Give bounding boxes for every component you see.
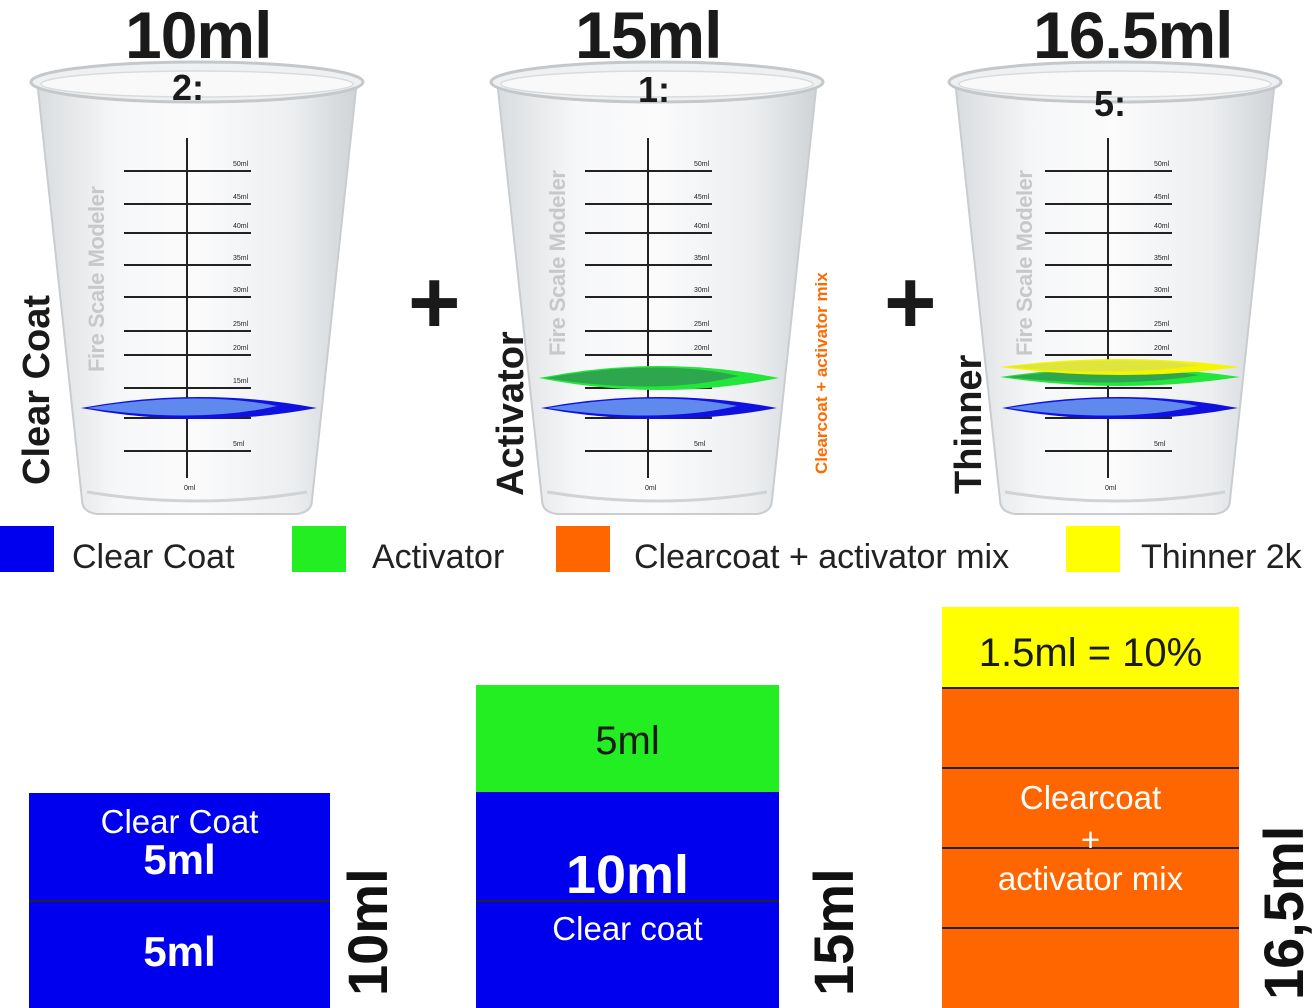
scale-mark-label: 50ml (1154, 161, 1170, 168)
stack-2-top-value: 5ml (595, 719, 660, 763)
scale-mark-label: 30ml (233, 287, 249, 294)
scale-mark-label: 40ml (1154, 223, 1170, 230)
legend-swatch-activator (292, 526, 346, 572)
watermark-text: Fire Scale Modeler (84, 186, 109, 372)
stack-3-mix-line-3: activator mix (997, 860, 1184, 897)
stack-3-mix-line-2: + (1080, 821, 1101, 858)
legend-label-clearcoat-activator-mix: Clearcoat + activator mix (634, 538, 1010, 576)
scale-mark-label: 35ml (233, 255, 249, 262)
cup-1-label: Clear Coat (16, 294, 58, 485)
scale-mark-label: 5ml (233, 441, 245, 448)
stack-divider (29, 900, 330, 902)
cup-3-volume: 16.5ml (1033, 0, 1233, 72)
stack-3-thinner: 1.5ml = 10% (942, 607, 1239, 687)
legend-swatch-thinner (1066, 526, 1120, 572)
clear-coat-layer-highlight (1008, 398, 1198, 416)
stack-2-total: 15ml (802, 868, 865, 996)
scale-mark-label: 5ml (694, 441, 706, 448)
scale-mark-label: 0ml (645, 485, 657, 492)
scale-mark-label: 45ml (1154, 194, 1170, 201)
stack-divider (942, 767, 1239, 769)
stack-1-total: 10ml (336, 868, 399, 996)
cup-2-ratio: 1: (638, 69, 671, 110)
scale-mark-label: 0ml (184, 485, 196, 492)
scale-mark-label: 30ml (1154, 287, 1170, 294)
clearcoat-activator-mix-label: Clearcoat + activator mix (812, 272, 831, 474)
legend-swatch-clear-coat (0, 526, 54, 572)
scale-mark-label: 45ml (694, 194, 710, 201)
scale-mark-label: 5ml (1154, 441, 1166, 448)
liquid-layers (81, 359, 1240, 419)
scale-mark-label: 35ml (1154, 255, 1170, 262)
clear-coat-layer-highlight (87, 398, 277, 416)
legend-label-thinner: Thinner 2k (1141, 538, 1302, 576)
stack-3-total: 16,5ml (1252, 825, 1314, 1000)
stack-3-top-value: 1.5ml = 10% (978, 631, 1203, 675)
scale-mark-label: 15ml (233, 378, 249, 385)
cup-2-volume: 15ml (575, 0, 722, 72)
stack-1-top-label: Clear Coat (100, 803, 259, 840)
scale-mark-label: 50ml (694, 161, 710, 168)
cup-2 (489, 60, 825, 516)
cup-2-label: Activator (490, 331, 532, 496)
legend-swatch-clearcoat-activator-mix (556, 526, 610, 572)
plus-sign: + (884, 253, 937, 353)
scale-mark-label: 20ml (694, 345, 710, 352)
stack-divider (942, 847, 1239, 849)
scale-mark-label: 45ml (233, 194, 249, 201)
watermark-text: Fire Scale Modeler (1012, 170, 1037, 356)
scale-mark-label: 25ml (694, 321, 710, 328)
stack-divider (942, 687, 1239, 689)
plus-sign: + (408, 253, 461, 353)
cup-3 (947, 60, 1283, 516)
stack-1-clear-coat: Clear Coat 5ml 5ml (29, 793, 330, 1008)
scale-mark-label: 0ml (1105, 485, 1117, 492)
legend-label-activator: Activator (372, 538, 505, 576)
scale-mark-label: 40ml (694, 223, 710, 230)
scale-mark-label: 35ml (694, 255, 710, 262)
stack-divider (476, 900, 779, 902)
scale-mark-label: 30ml (694, 287, 710, 294)
cup-1-ratio: 2: (172, 67, 205, 108)
legend-label-clear-coat: Clear Coat (72, 538, 235, 576)
cup-1 (29, 60, 365, 516)
scale-mark-label: 20ml (233, 345, 249, 352)
scale-mark-label: 25ml (233, 321, 249, 328)
watermark-text: Fire Scale Modeler (545, 170, 570, 356)
scale-mark-label: 40ml (233, 223, 249, 230)
activator-layer-highlight (545, 367, 739, 387)
cup-1-volume: 10ml (125, 0, 272, 72)
cup-3-label: Thinner (948, 354, 990, 494)
stack-2-clear-coat: 10ml Clear coat (476, 792, 779, 1008)
stack-2-bottom-value: 10ml (565, 845, 690, 905)
cup-3-ratio: 5: (1094, 83, 1127, 124)
stack-1-top-value: 5ml (143, 836, 216, 883)
stack-divider (942, 927, 1239, 929)
stack-2-bottom-label: Clear coat (552, 910, 703, 947)
scale-mark-label: 20ml (1154, 345, 1170, 352)
stack-3-mix: Clearcoat + activator mix (942, 687, 1239, 1008)
stack-1-bottom-value: 5ml (143, 928, 216, 975)
clear-coat-layer-highlight (547, 398, 737, 416)
thinner-layer-highlight (1006, 360, 1200, 372)
stack-2-activator: 5ml (476, 685, 779, 792)
stack-3-mix-line-1: Clearcoat (1019, 779, 1162, 816)
scale-mark-label: 25ml (1154, 321, 1170, 328)
scale-mark-label: 50ml (233, 161, 249, 168)
cups-illustration: 50ml45ml40ml35ml30ml25ml20ml15ml10ml5ml0… (29, 60, 1283, 516)
